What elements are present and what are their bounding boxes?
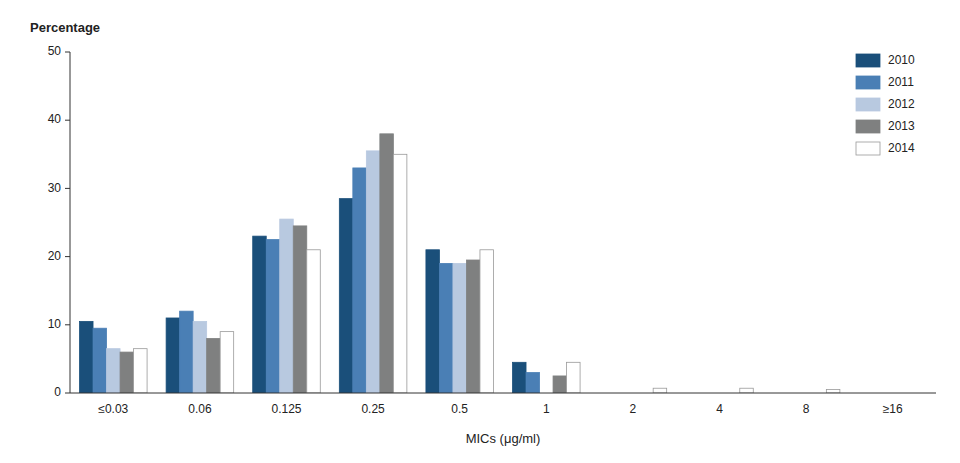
legend-label: 2014 <box>888 141 915 155</box>
legend-swatch <box>856 98 880 111</box>
bar <box>166 318 180 393</box>
y-tick-label: 10 <box>48 317 62 331</box>
bars <box>80 134 840 393</box>
bar <box>107 349 121 393</box>
bar-series <box>107 151 467 393</box>
bar <box>207 338 221 393</box>
bar <box>134 349 148 393</box>
legend-swatch <box>856 76 880 89</box>
bar-series <box>80 199 527 393</box>
x-tick-label: ≤0.03 <box>98 402 128 416</box>
legend-swatch <box>856 120 880 133</box>
x-tick-label: 4 <box>716 402 723 416</box>
bar-series <box>93 168 540 393</box>
legend-label: 2010 <box>888 53 915 67</box>
bar <box>380 134 394 393</box>
x-tick-label: 0.5 <box>451 402 468 416</box>
chart-container: 0 10 20 30 40 50 ≤0.03 0.06 0.125 0.25 0.5 1 2 4 8 ≥16 M… <box>0 0 960 463</box>
y-tick-label: 0 <box>54 385 61 399</box>
bar <box>93 328 107 393</box>
x-axis-line <box>70 393 936 394</box>
bar <box>653 388 667 393</box>
legend-label: 2012 <box>888 97 915 111</box>
legend-label: 2011 <box>888 75 914 89</box>
y-axis-label: Percentage <box>30 20 100 35</box>
bar <box>826 390 840 393</box>
bar <box>220 332 234 393</box>
bar <box>353 168 367 393</box>
bar <box>439 263 453 393</box>
y-tick <box>65 324 70 325</box>
bar <box>567 362 581 393</box>
bar <box>453 263 467 393</box>
bar <box>193 321 207 393</box>
bar <box>253 236 267 393</box>
x-tick-label: 0.25 <box>361 402 385 416</box>
y-tick-label: 50 <box>48 44 62 58</box>
bar <box>266 240 280 393</box>
y-tick-label: 30 <box>48 181 62 195</box>
bar <box>339 199 353 393</box>
x-tick-label: 2 <box>630 402 637 416</box>
x-tick-label: 8 <box>803 402 810 416</box>
bar <box>80 321 94 393</box>
legend: 2010 2011 2012 2013 2014 <box>856 53 915 155</box>
y-tick <box>65 188 70 189</box>
x-tick-label: 1 <box>543 402 550 416</box>
bar <box>426 250 440 393</box>
bar-series <box>120 134 567 393</box>
y-tick <box>65 52 70 53</box>
y-tick <box>65 256 70 257</box>
bar <box>553 376 567 393</box>
bar <box>393 154 407 393</box>
y-tick <box>65 393 70 394</box>
bar <box>180 311 194 393</box>
bar <box>466 260 480 393</box>
legend-swatch <box>856 54 880 67</box>
bar <box>740 388 754 393</box>
y-axis-line <box>70 52 71 393</box>
bar <box>480 250 494 393</box>
y-tick <box>65 120 70 121</box>
y-tick-label: 40 <box>48 112 62 126</box>
bar <box>366 151 380 393</box>
bar <box>513 362 527 393</box>
bar <box>307 250 321 393</box>
legend-label: 2013 <box>888 119 915 133</box>
chart-svg: 0 10 20 30 40 50 ≤0.03 0.06 0.125 0.25 0.5 1 2 4 8 ≥16 M… <box>0 0 960 463</box>
bar <box>526 373 540 393</box>
x-tick-label: ≥16 <box>883 402 903 416</box>
x-tick-label: 0.06 <box>188 402 212 416</box>
bar <box>120 352 134 393</box>
bar <box>280 219 294 393</box>
bar <box>293 226 307 393</box>
legend-swatch <box>856 142 880 155</box>
x-tick-label: 0.125 <box>271 402 301 416</box>
y-tick-label: 20 <box>48 249 62 263</box>
x-axis-label: MICs (μg/ml) <box>466 431 541 446</box>
bar-series <box>134 154 840 393</box>
